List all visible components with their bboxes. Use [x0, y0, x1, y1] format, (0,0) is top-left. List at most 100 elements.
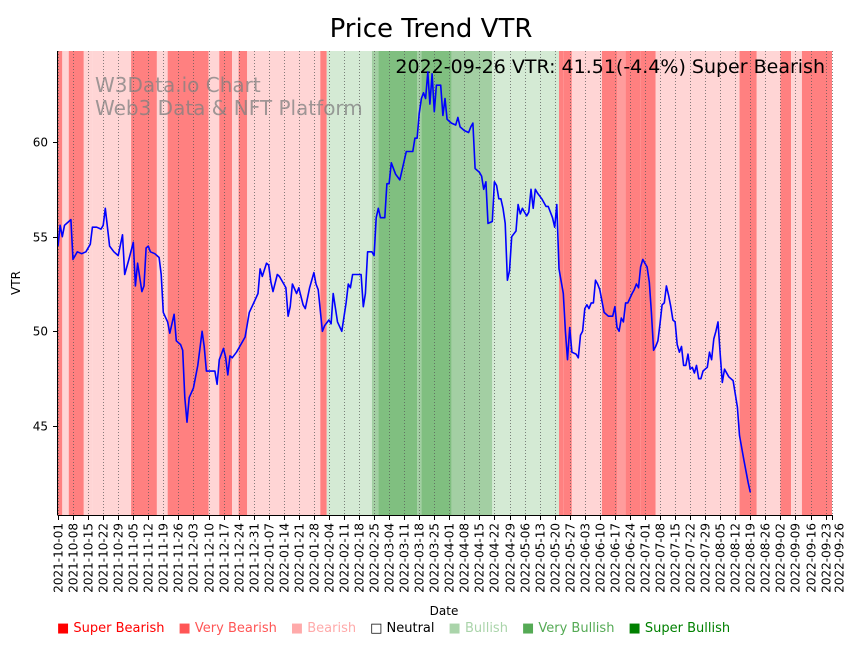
- vertical-gridlines: [58, 51, 833, 515]
- regime-band-12: [238, 51, 248, 515]
- legend-swatch-icon: ■: [521, 621, 539, 636]
- x-tick-label-33: 2022-05-20: [549, 523, 563, 593]
- x-tick-label-49: 2022-09-09: [789, 523, 803, 593]
- x-tick-label-29: 2022-04-22: [488, 523, 502, 593]
- legend-label: Bearish: [307, 621, 357, 636]
- regime-band-20: [451, 51, 493, 515]
- legend-swatch-icon: ■: [448, 621, 465, 636]
- x-tick-label-30: 2022-04-29: [504, 523, 518, 593]
- x-tick-label-25: 2022-03-25: [428, 523, 442, 593]
- x-tick-label-22: 2022-03-04: [383, 523, 397, 593]
- x-tick-label-6: 2021-11-12: [142, 523, 156, 593]
- regime-band-28: [640, 51, 656, 515]
- x-tick-label-37: 2022-06-17: [609, 523, 623, 593]
- price-line-layer: [57, 71, 752, 493]
- legend-label: Bullish: [464, 621, 508, 636]
- x-tick-label-9: 2021-12-03: [187, 523, 201, 593]
- regime-band-9: [208, 51, 220, 515]
- legend-item-bearish: ■ Bearish: [291, 621, 356, 641]
- x-tick-label-16: 2022-01-21: [293, 523, 307, 593]
- x-tick-label-11: 2021-12-17: [218, 523, 232, 593]
- legend-item-super-bullish: ■ Super Bullish: [628, 621, 730, 641]
- x-tick-label-47: 2022-08-26: [759, 523, 773, 593]
- x-tick-label-31: 2022-05-06: [519, 523, 533, 593]
- x-tick-label-28: 2022-04-15: [473, 523, 487, 593]
- x-tick-label-48: 2022-09-02: [774, 523, 788, 593]
- x-tick-label-52: 2022-09-26: [833, 523, 847, 593]
- legend-item-very-bearish: ■ Very Bearish: [179, 621, 277, 641]
- regime-band-26: [617, 51, 626, 515]
- x-tick-label-15: 2022-01-14: [278, 523, 292, 593]
- regime-band-30: [739, 51, 757, 515]
- regime-band-16: [371, 51, 379, 515]
- x-tick-label-17: 2022-01-28: [308, 523, 322, 593]
- x-tick-label-5: 2021-11-05: [127, 523, 141, 593]
- regime-band-29: [655, 51, 740, 515]
- x-tick-label-4: 2021-10-29: [112, 523, 126, 593]
- watermark-line-1: W3Data.io Chart: [95, 73, 261, 97]
- regime-band-11: [232, 51, 239, 515]
- legend-swatch-icon: ■: [178, 621, 195, 636]
- regime-band-23: [563, 51, 572, 515]
- regime-band-4: [92, 51, 108, 515]
- y-tick-label-3: 60: [33, 136, 48, 150]
- legend-label: Neutral: [386, 621, 435, 636]
- regime-band-8: [167, 51, 209, 515]
- x-tick-label-1: 2021-10-08: [67, 523, 81, 593]
- legend-item-bullish: ■ Bullish: [449, 621, 508, 641]
- legend-item-very-bullish: ■ Very Bullish: [522, 621, 614, 641]
- regime-bands: [58, 51, 832, 515]
- x-tick-label-32: 2022-05-13: [534, 523, 548, 593]
- x-tick-label-10: 2021-12-10: [203, 523, 217, 593]
- regime-band-15: [326, 51, 372, 515]
- x-ticks: 2021-10-01 2021-10-08 2021-10-15 2021-10-22…: [52, 515, 847, 593]
- legend-swatch-icon: ■: [57, 621, 74, 636]
- x-tick-label-46: 2022-08-19: [744, 523, 758, 593]
- x-tick-label-3: 2021-10-22: [97, 523, 111, 593]
- x-tick-label-36: 2022-06-10: [594, 523, 608, 593]
- x-tick-label-34: 2022-05-27: [564, 523, 578, 593]
- regime-band-33: [791, 51, 802, 515]
- x-tick-label-14: 2022-01-07: [263, 523, 277, 593]
- y-tick-label-1: 50: [33, 325, 48, 339]
- x-tick-label-21: 2022-02-25: [368, 523, 382, 593]
- x-tick-label-27: 2022-04-08: [458, 523, 472, 593]
- legend-swatch-icon: ■: [628, 621, 645, 636]
- regime-band-10: [219, 51, 233, 515]
- x-tick-label-20: 2022-02-18: [353, 523, 367, 593]
- x-tick-label-44: 2022-08-05: [714, 523, 728, 593]
- chart-title: Price Trend VTR: [330, 14, 533, 44]
- regime-band-0: [58, 51, 63, 515]
- x-axis-label: Date: [430, 604, 459, 618]
- legend-label: Super Bearish: [73, 621, 165, 636]
- y-ticks: 45 50 55 60: [33, 136, 58, 434]
- x-tick-label-43: 2022-07-29: [699, 523, 713, 593]
- x-tick-label-26: 2022-04-01: [443, 523, 457, 593]
- legend-item-super-bearish: ■ Super Bearish: [57, 621, 165, 641]
- regime-band-1: [62, 51, 69, 515]
- regime-band-2: [68, 51, 84, 515]
- y-tick-label-0: 45: [33, 420, 48, 434]
- regime-band-14: [320, 51, 327, 515]
- regime-band-34: [801, 51, 832, 515]
- x-tick-label-51: 2022-09-23: [820, 523, 834, 593]
- legend-swatch-icon: □: [370, 621, 387, 636]
- x-tick-label-41: 2022-07-15: [669, 523, 683, 593]
- regime-band-31: [756, 51, 781, 515]
- x-tick-label-50: 2022-09-16: [805, 523, 819, 593]
- legend-swatch-icon: ■: [290, 621, 308, 636]
- regime-band-19: [421, 51, 452, 515]
- regime-band-27: [625, 51, 641, 515]
- x-tick-label-18: 2022-02-04: [323, 523, 337, 593]
- x-tick-label-8: 2021-11-26: [172, 523, 186, 593]
- legend-item-neutral: □ Neutral: [370, 621, 434, 641]
- x-tick-label-13: 2021-12-31: [248, 523, 262, 593]
- x-tick-label-39: 2022-07-01: [639, 523, 653, 593]
- x-tick-label-23: 2022-03-11: [398, 523, 412, 593]
- legend-label: Very Bullish: [538, 621, 615, 636]
- x-tick-label-2: 2021-10-15: [82, 523, 96, 593]
- legend-label: Super Bullish: [644, 621, 731, 636]
- x-tick-label-7: 2021-11-19: [157, 523, 171, 593]
- watermark-line-2: Web3 Data & NFT Platform: [95, 96, 363, 120]
